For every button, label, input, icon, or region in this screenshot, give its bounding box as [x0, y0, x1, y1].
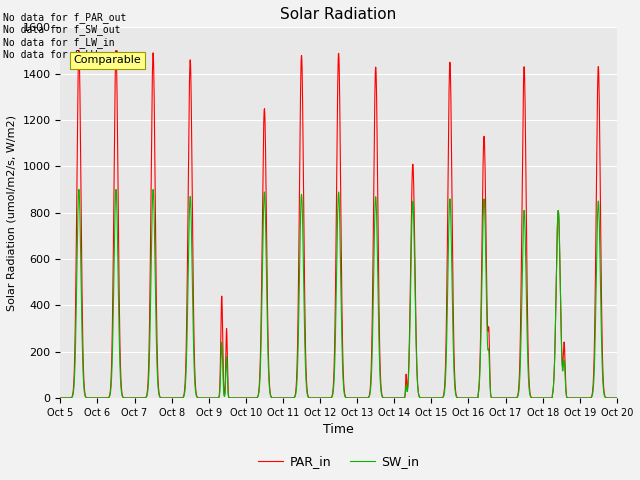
Line: SW_in: SW_in — [60, 190, 617, 398]
PAR_in — [355, 395, 363, 401]
SW_in — [75, 187, 83, 192]
PAR_in — [75, 48, 83, 53]
PAR_in — [564, 395, 572, 401]
Y-axis label: Solar Radiation (umol/m2/s, W/m2): Solar Radiation (umol/m2/s, W/m2) — [7, 115, 17, 311]
SW_in — [579, 395, 587, 401]
X-axis label: Time: Time — [323, 423, 354, 436]
Legend: PAR_in, SW_in: PAR_in, SW_in — [253, 450, 424, 473]
PAR_in — [579, 395, 587, 401]
SW_in — [212, 395, 220, 401]
SW_in — [355, 395, 363, 401]
Text: Comparable: Comparable — [74, 55, 141, 65]
SW_in — [56, 395, 64, 401]
Line: PAR_in: PAR_in — [60, 50, 617, 398]
SW_in — [564, 395, 572, 401]
PAR_in — [500, 395, 508, 401]
SW_in — [613, 395, 621, 401]
SW_in — [367, 382, 375, 387]
PAR_in — [613, 395, 621, 401]
Title: Solar Radiation: Solar Radiation — [280, 7, 397, 22]
Text: No data for f_PAR_out
No data for f_SW_out
No data for f_LW_in
No data for f_LW_: No data for f_PAR_out No data for f_SW_o… — [3, 12, 127, 60]
PAR_in — [212, 395, 220, 401]
SW_in — [500, 395, 508, 401]
PAR_in — [367, 373, 375, 379]
PAR_in — [56, 395, 64, 401]
